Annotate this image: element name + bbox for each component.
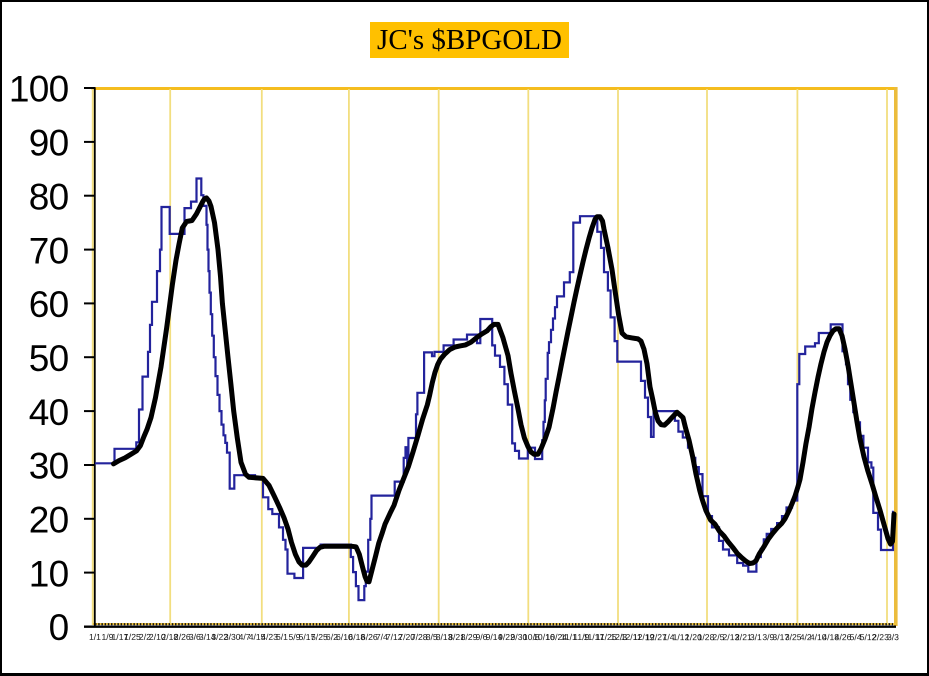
svg-text:3/6: 3/6 <box>189 632 201 642</box>
svg-text:5/1: 5/1 <box>276 632 288 642</box>
svg-text:10/24: 10/24 <box>546 632 568 642</box>
svg-text:2/5: 2/5 <box>712 632 724 642</box>
svg-text:90: 90 <box>29 123 69 164</box>
svg-text:11/25: 11/25 <box>596 632 617 642</box>
svg-text:3/1: 3/1 <box>750 632 762 642</box>
svg-text:1/20: 1/20 <box>685 632 702 642</box>
svg-text:8/5: 8/5 <box>426 632 438 642</box>
svg-text:9/14: 9/14 <box>486 632 503 642</box>
svg-text:60: 60 <box>29 284 69 325</box>
svg-text:4/7: 4/7 <box>239 632 251 642</box>
svg-text:4/18: 4/18 <box>822 632 839 642</box>
svg-text:8/29: 8/29 <box>461 632 478 642</box>
svg-text:2/23: 2/23 <box>872 632 889 642</box>
svg-text:1/9: 1/9 <box>102 632 114 642</box>
svg-text:4/26: 4/26 <box>835 632 852 642</box>
svg-text:1/17: 1/17 <box>112 632 129 642</box>
svg-text:12/11: 12/11 <box>621 632 642 642</box>
svg-text:1/4: 1/4 <box>663 632 675 642</box>
svg-text:3/9: 3/9 <box>762 632 774 642</box>
svg-text:4/15: 4/15 <box>249 632 266 642</box>
svg-text:5/25: 5/25 <box>311 632 328 642</box>
svg-text:20: 20 <box>29 500 69 541</box>
svg-text:7/12: 7/12 <box>386 632 403 642</box>
svg-text:11/9: 11/9 <box>573 632 589 642</box>
svg-text:10: 10 <box>29 553 69 594</box>
svg-text:12/3: 12/3 <box>610 632 627 642</box>
svg-text:7/4: 7/4 <box>376 632 388 642</box>
svg-text:0: 0 <box>49 607 69 648</box>
svg-text:6/10: 6/10 <box>336 632 353 642</box>
svg-text:7/28: 7/28 <box>411 632 428 642</box>
svg-text:11/17: 11/17 <box>583 632 604 642</box>
svg-text:1/25: 1/25 <box>124 632 141 642</box>
svg-text:3/14: 3/14 <box>199 632 216 642</box>
svg-text:2/10: 2/10 <box>149 632 166 642</box>
svg-text:3/30: 3/30 <box>224 632 241 642</box>
svg-text:2/2: 2/2 <box>139 632 151 642</box>
svg-text:50: 50 <box>29 338 69 379</box>
svg-text:3/3: 3/3 <box>887 632 899 642</box>
svg-text:12/19: 12/19 <box>633 632 655 642</box>
svg-text:12/27: 12/27 <box>645 632 667 642</box>
svg-text:9/6: 9/6 <box>476 632 488 642</box>
svg-text:100: 100 <box>9 69 69 110</box>
svg-text:8/13: 8/13 <box>436 632 453 642</box>
svg-text:1/1: 1/1 <box>89 632 101 642</box>
svg-text:3/22: 3/22 <box>211 632 228 642</box>
svg-text:1/12: 1/12 <box>673 632 690 642</box>
svg-text:6/26: 6/26 <box>361 632 378 642</box>
svg-text:5/4: 5/4 <box>850 632 862 642</box>
svg-text:3/25: 3/25 <box>785 632 802 642</box>
svg-text:4/23: 4/23 <box>261 632 278 642</box>
svg-text:6/2: 6/2 <box>326 632 338 642</box>
svg-text:9/22: 9/22 <box>498 632 515 642</box>
svg-text:8/21: 8/21 <box>448 632 465 642</box>
svg-text:7/20: 7/20 <box>398 632 415 642</box>
svg-text:5/17: 5/17 <box>299 632 316 642</box>
svg-text:80: 80 <box>29 176 69 217</box>
svg-text:11/1: 11/1 <box>561 632 577 642</box>
svg-text:40: 40 <box>29 392 69 433</box>
svg-text:6/18: 6/18 <box>348 632 365 642</box>
svg-text:2/13: 2/13 <box>723 632 740 642</box>
svg-text:5/12: 5/12 <box>860 632 877 642</box>
svg-text:3/17: 3/17 <box>772 632 789 642</box>
svg-text:5/9: 5/9 <box>289 632 301 642</box>
svg-text:30: 30 <box>29 446 69 487</box>
svg-text:4/2: 4/2 <box>800 632 812 642</box>
svg-text:2/26: 2/26 <box>174 632 191 642</box>
svg-text:10/8: 10/8 <box>523 632 540 642</box>
svg-text:10/16: 10/16 <box>533 632 555 642</box>
svg-text:2/18: 2/18 <box>161 632 178 642</box>
svg-text:1/28: 1/28 <box>698 632 715 642</box>
svg-text:70: 70 <box>29 230 69 271</box>
svg-text:2/21: 2/21 <box>735 632 752 642</box>
svg-text:9/30: 9/30 <box>511 632 528 642</box>
svg-text:4/10: 4/10 <box>810 632 827 642</box>
